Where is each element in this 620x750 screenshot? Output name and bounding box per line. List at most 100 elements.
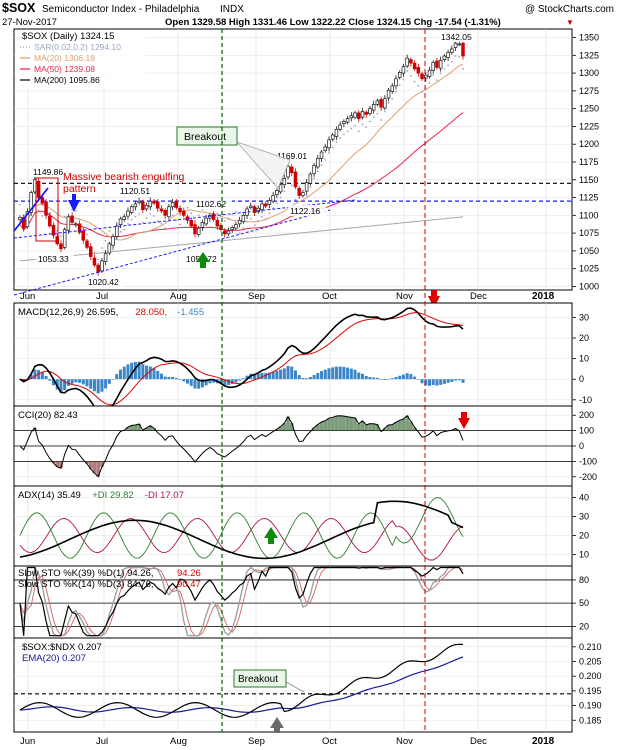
macd-histogram-bar bbox=[230, 379, 234, 384]
macd-histogram-bar bbox=[379, 379, 383, 380]
sar-dot bbox=[127, 222, 129, 225]
macd-legend-item: 28.050, bbox=[135, 307, 167, 318]
cci-fill-positive bbox=[137, 424, 141, 431]
sar-dot bbox=[268, 212, 271, 215]
candle-body bbox=[390, 85, 395, 92]
macd-histogram-bar bbox=[174, 377, 178, 380]
candle-body bbox=[122, 216, 126, 220]
adx-legend-item: -DI 17.07 bbox=[145, 490, 184, 501]
macd-histogram-bar bbox=[353, 369, 357, 380]
candle-body bbox=[29, 192, 33, 213]
macd-histogram-bar bbox=[461, 379, 465, 383]
macd-legend-item: -1.455 bbox=[177, 307, 204, 318]
macd-histogram-bar bbox=[427, 379, 431, 386]
macd-histogram-bar bbox=[405, 373, 409, 380]
brand-label: @ StockCharts.com bbox=[525, 4, 614, 15]
candle-body bbox=[70, 215, 74, 223]
sar-dot bbox=[86, 233, 88, 236]
candle-body bbox=[215, 219, 220, 227]
macd-histogram-bar bbox=[241, 378, 245, 380]
candle-body bbox=[167, 206, 171, 218]
macd-histogram-bar bbox=[186, 379, 190, 384]
date-label: 27-Nov-2017 bbox=[2, 17, 57, 28]
price-annotation: 1020.42 bbox=[88, 277, 119, 287]
sar-dot bbox=[190, 212, 193, 215]
candle-body bbox=[308, 173, 313, 184]
stoch39-d-legend: 94.26 bbox=[177, 568, 201, 579]
minus-di-line bbox=[19, 517, 464, 561]
cci-fill-positive bbox=[126, 427, 130, 431]
macd-histogram-bar bbox=[331, 367, 335, 380]
candle-body bbox=[450, 48, 454, 53]
x-label-bottom: Aug bbox=[170, 736, 187, 747]
sar-dot bbox=[216, 212, 219, 215]
candle-body bbox=[51, 224, 56, 236]
sar-dot bbox=[223, 220, 226, 222]
sar-dot bbox=[305, 194, 308, 197]
candle-body bbox=[40, 197, 45, 204]
x-label-price: Oct bbox=[322, 291, 337, 302]
ohlc-summary: Open 1329.58 High 1331.46 Low 1322.22 Cl… bbox=[165, 17, 501, 28]
candle-body bbox=[327, 139, 331, 149]
cci-fill-positive bbox=[289, 423, 294, 431]
sar-dot bbox=[428, 82, 431, 84]
cci-fill-negative bbox=[96, 461, 100, 477]
candle-body bbox=[100, 260, 104, 272]
sar-dot bbox=[138, 213, 141, 215]
macd-histogram-bar bbox=[148, 366, 152, 380]
candle-body bbox=[204, 217, 208, 225]
candle-body bbox=[360, 111, 365, 118]
y-tick-label: 20 bbox=[579, 531, 589, 541]
cci-fill-positive bbox=[312, 427, 316, 431]
sar-dot bbox=[71, 208, 74, 211]
sar-dot bbox=[436, 79, 438, 82]
adx-line bbox=[19, 500, 464, 560]
macd-histogram-bar bbox=[208, 379, 212, 384]
breakout-label-box bbox=[176, 126, 238, 146]
adx-legend-item: +DI 29.82 bbox=[92, 490, 133, 501]
candle-body bbox=[196, 227, 201, 235]
y-tick-label: -100 bbox=[579, 456, 597, 466]
green-up-arrow-icon bbox=[196, 252, 210, 268]
cci-fill-positive bbox=[409, 421, 413, 431]
sar-dot bbox=[458, 55, 461, 58]
candle-body bbox=[200, 222, 205, 228]
macd-histogram-bar bbox=[40, 372, 44, 380]
cci-fill-positive bbox=[338, 415, 342, 431]
sar-dot bbox=[153, 215, 155, 217]
macd-histogram-bar bbox=[293, 370, 297, 380]
sar-dot bbox=[383, 110, 386, 113]
stoch39-k-line bbox=[19, 566, 464, 637]
ratio-breakout-label: Breakout bbox=[238, 674, 278, 685]
sar-dot bbox=[149, 213, 152, 215]
panel-frame bbox=[13, 637, 573, 733]
sar-dot bbox=[19, 203, 21, 206]
sar-dot bbox=[168, 218, 170, 221]
macd-histogram-bar bbox=[346, 367, 350, 380]
ma50-line bbox=[19, 112, 464, 238]
sar-dot bbox=[324, 158, 327, 161]
y-tick-label: 1250 bbox=[579, 104, 599, 114]
macd-histogram-bar bbox=[115, 374, 119, 380]
sar-dot bbox=[164, 227, 167, 230]
price-annotation: 1053.33 bbox=[38, 254, 69, 264]
macd-histogram-bar bbox=[137, 361, 141, 380]
sar-dot bbox=[320, 163, 323, 166]
macd-histogram-bar bbox=[107, 379, 111, 384]
x-label-price: Nov bbox=[396, 291, 413, 302]
sar-dot bbox=[249, 217, 252, 220]
sar-dot bbox=[331, 146, 334, 149]
candle-body bbox=[126, 210, 130, 217]
macd-histogram-bar bbox=[133, 361, 137, 380]
sar-dot bbox=[354, 124, 356, 127]
sar-dot bbox=[257, 220, 260, 222]
macd-histogram-bar bbox=[286, 365, 290, 380]
x-axis: Jun Jun Jul Jul Aug Aug Sep Sep Oct Oct Nov Nov Dec D… bbox=[20, 291, 555, 747]
annotation-bg bbox=[118, 185, 156, 196]
ratio-line bbox=[19, 643, 464, 718]
sar-dot bbox=[391, 97, 394, 100]
candle-body bbox=[278, 184, 283, 193]
symbol-label: $SOX bbox=[2, 1, 36, 15]
sar-dot bbox=[447, 64, 450, 67]
candle-body bbox=[178, 207, 182, 213]
